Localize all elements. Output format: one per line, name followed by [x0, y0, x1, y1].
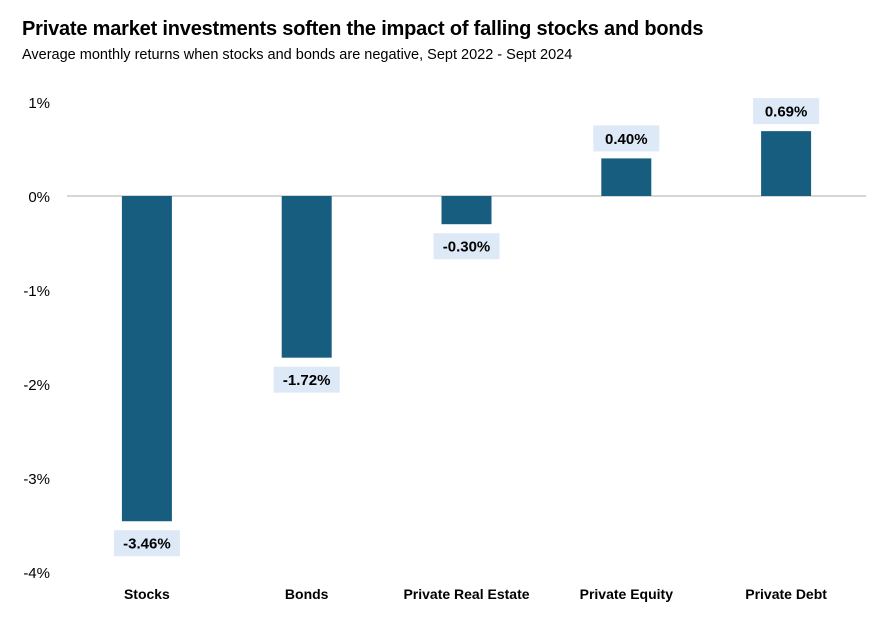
- data-label: -0.30%: [433, 233, 500, 260]
- category-label: Private Equity: [580, 586, 674, 602]
- data-label-text: -3.46%: [123, 536, 171, 553]
- y-axis-ticks: 1% 0% -1% -2% -3% -4%: [23, 95, 50, 582]
- y-tick-label: -4%: [23, 565, 50, 582]
- bar: [121, 196, 172, 522]
- bar: [281, 196, 332, 358]
- bars: [121, 131, 812, 522]
- data-label-background: [273, 366, 340, 393]
- category-labels: Stocks Bonds Private Real Estate Private Eq…: [124, 586, 827, 602]
- bar: [601, 158, 652, 196]
- data-label: -3.46%: [113, 530, 180, 557]
- category-label: Private Real Estate: [403, 586, 529, 602]
- chart-title: Private market investments soften the im…: [22, 18, 704, 40]
- data-label-background: [753, 98, 820, 125]
- y-tick-label: 0%: [28, 189, 50, 206]
- bar: [761, 131, 812, 196]
- data-label-text: -0.30%: [443, 239, 491, 256]
- data-label: 0.69%: [753, 98, 820, 125]
- data-label: -1.72%: [273, 366, 340, 393]
- category-label: Stocks: [124, 586, 170, 602]
- y-tick-label: -3%: [23, 471, 50, 488]
- data-label-background: [433, 233, 500, 260]
- data-label: 0.40%: [593, 125, 660, 152]
- category-label: Private Debt: [745, 586, 827, 602]
- category-label: Bonds: [285, 586, 329, 602]
- bar: [441, 196, 492, 225]
- data-labels: -3.46% -1.72% -0.30% 0.40% 0.69%: [113, 98, 820, 557]
- y-tick-label: -1%: [23, 283, 50, 300]
- data-label-text: -1.72%: [283, 372, 331, 389]
- y-tick-label: 1%: [28, 95, 50, 112]
- data-label-background: [113, 530, 180, 557]
- data-label-text: 0.40%: [605, 131, 648, 148]
- chart-subtitle: Average monthly returns when stocks and …: [22, 47, 573, 63]
- y-tick-label: -2%: [23, 377, 50, 394]
- data-label-background: [593, 125, 660, 152]
- data-label-text: 0.69%: [765, 104, 808, 121]
